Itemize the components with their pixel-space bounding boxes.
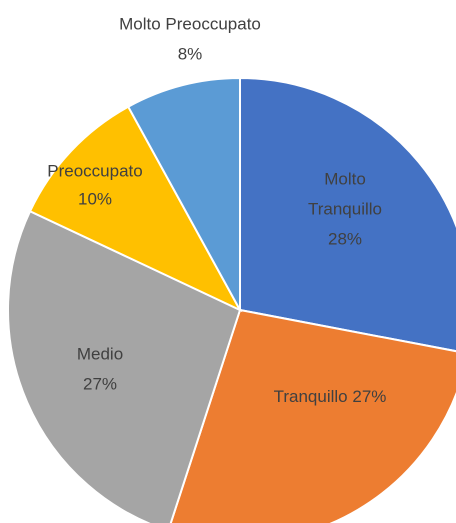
value-label: 28% (328, 229, 362, 248)
value-label: 10% (78, 189, 112, 208)
category-label: Medio (77, 344, 123, 363)
category-label: Molto Preoccupato (119, 14, 261, 33)
pie-slice (169, 308, 456, 523)
pie-slice (7, 209, 242, 523)
pie-slice (126, 76, 241, 311)
slice-label: Tranquillo 27% (274, 387, 387, 406)
category-label: Preoccupato (47, 161, 142, 180)
pie-slice (28, 105, 243, 313)
value-label: 27% (83, 374, 117, 393)
value-label: 8% (178, 44, 203, 63)
category-label-cont: Tranquillo (308, 199, 382, 218)
value-label: 27% (348, 387, 387, 406)
category-label: Tranquillo (274, 387, 348, 406)
category-label: Molto (324, 169, 366, 188)
pie-slice (239, 76, 456, 353)
